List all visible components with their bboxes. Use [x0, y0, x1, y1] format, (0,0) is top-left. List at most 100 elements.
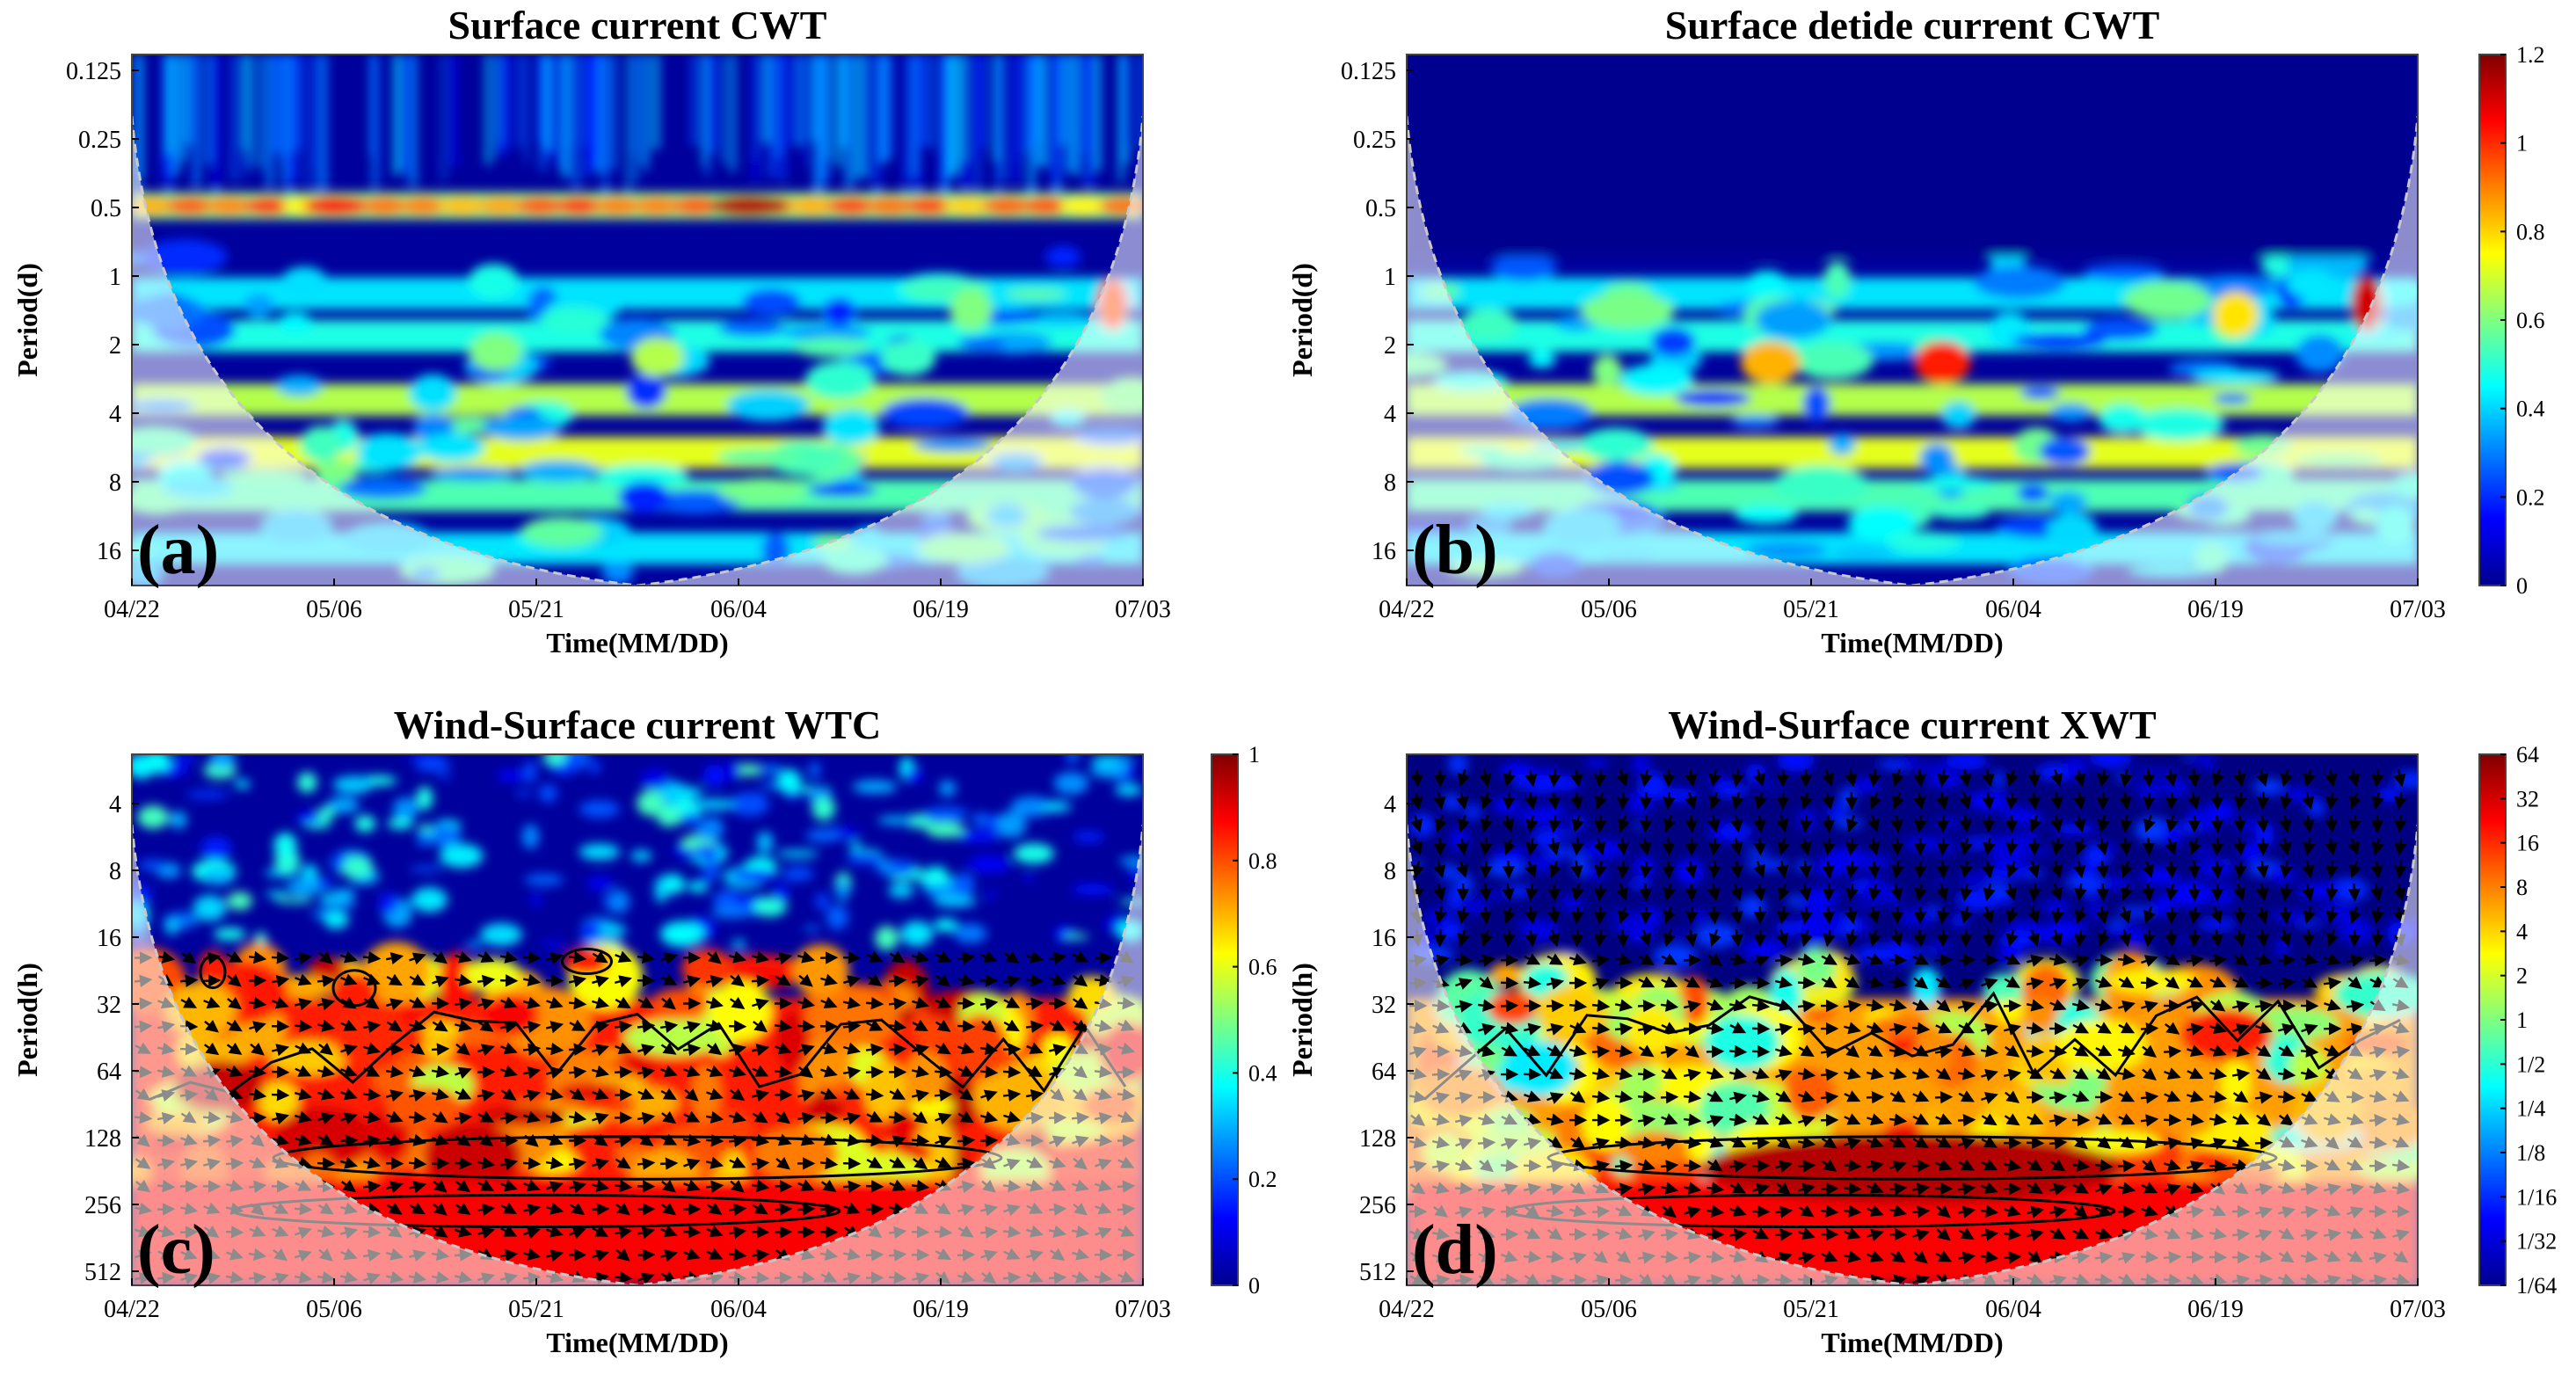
y-tick-label: 16 [97, 925, 121, 952]
colorbar-tick-label: 0.8 [2516, 219, 2545, 244]
panel-c: Wind-Surface current WTC 04/22 05/06 05/21 0… [11, 702, 1171, 1358]
y-tick-label: 1 [1384, 264, 1396, 291]
colorbar-tick-label: 8 [2516, 875, 2528, 900]
y-tick-label: 0.25 [78, 127, 121, 154]
y-tick-label: 8 [109, 858, 121, 885]
panel-label-c: (c) [137, 1211, 215, 1289]
y-tick-label: 2 [1384, 332, 1396, 360]
y-tick-label: 64 [97, 1059, 121, 1086]
plot-frame-c [131, 753, 1144, 1286]
y-tick-label: 128 [84, 1125, 121, 1153]
colorbar-tick-label: 0.4 [2516, 396, 2545, 422]
colorbar-tick-label: 0.8 [1248, 848, 1277, 874]
x-axis-label-c: Time(MM/DD) [546, 1327, 728, 1358]
y-tick-label: 16 [1372, 925, 1396, 952]
x-tick-label: 05/06 [1581, 596, 1637, 623]
x-tick-label: 06/19 [2187, 1296, 2244, 1323]
x-tick-label: 05/21 [508, 596, 564, 623]
x-axis-label-b: Time(MM/DD) [1821, 627, 2003, 658]
y-axis-label-b: Period(d) [1286, 263, 1318, 377]
panel-title-c: Wind-Surface current WTC [394, 702, 882, 747]
colorbar-tick-label: 1.2 [2516, 42, 2545, 68]
plot-frame-a [131, 54, 1144, 586]
colorbar-tick-label: 1/2 [2516, 1051, 2545, 1077]
y-tick-label: 512 [1359, 1259, 1396, 1286]
cone-of-influence-d [1407, 825, 2418, 1285]
x-axis-label-a: Time(MM/DD) [546, 627, 728, 658]
cone-of-influence-c [132, 825, 1143, 1285]
colorbar-c: 0 0.2 0.4 0.6 0.8 1 [1211, 742, 1277, 1299]
colorbar-tick-label: 1/4 [2516, 1096, 2545, 1122]
colorbar-tick-label: 1/8 [2516, 1140, 2545, 1166]
colorbar-d: 1/64 1/32 1/16 1/8 1/4 1/2 1 2 4 8 16 32 64 [2478, 742, 2557, 1299]
panel-b: Surface detide current CWT 04/22 05/06 05/2… [1286, 3, 2446, 658]
x-tick-label: 06/04 [710, 1296, 767, 1323]
y-tick-label: 4 [109, 401, 121, 428]
x-tick-label: 06/19 [2187, 596, 2244, 623]
y-tick-label: 0.125 [66, 58, 121, 85]
heatmap-b [1407, 55, 2418, 586]
plot-frame-d [1406, 753, 2419, 1286]
y-tick-label: 32 [1372, 992, 1396, 1019]
colorbar-tick-label: 1/32 [2516, 1229, 2557, 1255]
colorbar-tick-label: 1/64 [2516, 1273, 2557, 1299]
colorbar-tick-label: 0.6 [2516, 308, 2545, 333]
y-tick-label: 8 [109, 469, 121, 497]
colorbar-tick-label: 0.6 [1248, 955, 1277, 980]
x-tick-label: 07/03 [1115, 596, 1171, 623]
panel-title-a: Surface current CWT [448, 3, 827, 47]
y-tick-label: 8 [1384, 469, 1396, 497]
colorbar-tick-label: 1/16 [2516, 1184, 2557, 1210]
y-tick-label: 0.5 [1365, 195, 1396, 222]
colorbar-tick-label: 0 [1248, 1273, 1260, 1299]
x-tick-label: 04/22 [104, 596, 160, 623]
colorbar-tick-label: 0.2 [2516, 484, 2545, 510]
x-tick-label: 04/22 [1379, 596, 1435, 623]
x-tick-label: 07/03 [2390, 1296, 2446, 1323]
colorbar-b: 0 0.2 0.4 0.6 0.8 1 1.2 [2478, 42, 2545, 599]
panel-label-a: (a) [137, 512, 219, 589]
colorbar-tick-label: 0.2 [1248, 1167, 1277, 1192]
x-tick-label: 05/06 [306, 596, 362, 623]
x-tick-label: 04/22 [104, 1296, 160, 1323]
y-tick-label: 0.25 [1353, 127, 1396, 154]
panel-d: Wind-Surface current XWT 04/22 05/06 05/21 0… [1286, 702, 2446, 1358]
panel-label-b: (b) [1412, 512, 1498, 589]
panel-title-b: Surface detide current CWT [1665, 3, 2160, 47]
x-tick-label: 07/03 [1115, 1296, 1171, 1323]
heatmap-a [132, 55, 1143, 586]
x-tick-label: 06/04 [1985, 596, 2041, 623]
y-axis-label-c: Period(h) [11, 963, 43, 1077]
colorbar-tick-label: 0 [2516, 573, 2528, 599]
colorbar-tick-label: 32 [2516, 786, 2539, 811]
colorbar-tick-label: 64 [2516, 742, 2539, 768]
x-tick-label: 05/21 [508, 1296, 564, 1323]
cone-of-influence-b [1407, 116, 2418, 586]
x-tick-label: 07/03 [2390, 596, 2446, 623]
x-tick-label: 04/22 [1379, 1296, 1435, 1323]
x-tick-label: 05/21 [1783, 1296, 1839, 1323]
y-tick-label: 4 [109, 791, 121, 818]
y-tick-label: 16 [97, 538, 121, 565]
panel-a: Surface current CWT 04/22 05/06 05/21 06/04 0… [11, 3, 1171, 658]
y-tick-label: 256 [1359, 1192, 1396, 1219]
colorbar-tick-label: 1 [2516, 131, 2528, 156]
y-tick-label: 8 [1384, 858, 1396, 885]
y-tick-label: 512 [84, 1259, 121, 1286]
colorbar-tick-label: 16 [2516, 831, 2539, 856]
colorbar-tick-label: 1 [1248, 742, 1260, 768]
y-axis-label-d: Period(h) [1286, 963, 1318, 1077]
x-axis-label-d: Time(MM/DD) [1821, 1327, 2003, 1358]
x-tick-label: 06/04 [1985, 1296, 2041, 1323]
colorbar-tick-label: 2 [2516, 964, 2528, 989]
panel-label-d: (d) [1412, 1211, 1498, 1289]
y-tick-label: 32 [97, 992, 121, 1019]
x-tick-label: 05/21 [1783, 596, 1839, 623]
colorbar-tick-label: 0.4 [1248, 1060, 1277, 1086]
cone-of-influence-a [132, 116, 1143, 586]
panel-title-d: Wind-Surface current XWT [1668, 702, 2156, 747]
x-tick-label: 05/06 [1581, 1296, 1637, 1323]
colorbar-tick-label: 4 [2516, 919, 2528, 944]
y-tick-label: 2 [109, 332, 121, 360]
